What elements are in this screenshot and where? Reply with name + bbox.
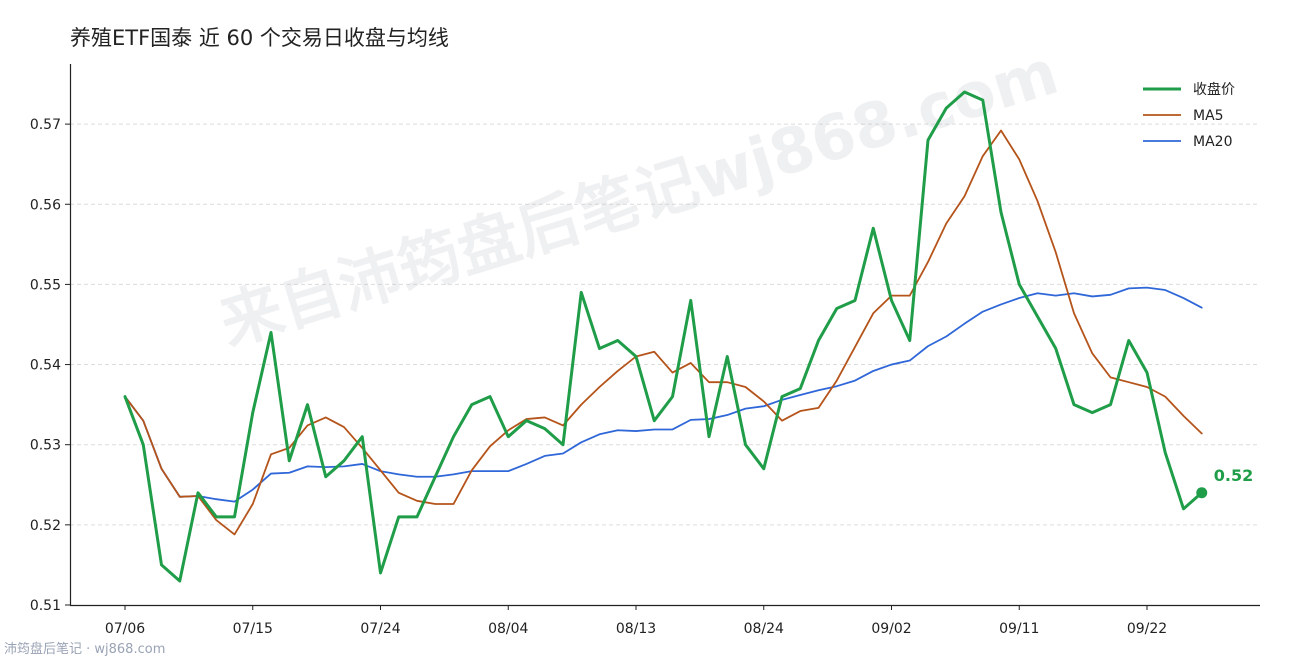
x-tick-label: 07/15 [233,621,273,637]
y-tick-label: 0.52 [30,518,61,534]
y-tick-label: 0.56 [30,197,61,213]
series-line-close [123,90,1204,583]
y-tick-label: 0.51 [30,598,61,614]
y-tick-label: 0.54 [30,358,61,374]
x-tick-label: 07/24 [360,621,400,637]
y-tick-label: 0.53 [30,438,61,454]
footer-credit: 沛筠盘后笔记 · wj868.com [4,641,165,657]
legend-label: 收盘价 [1193,81,1235,98]
legend-label: MA20 [1193,134,1232,150]
series-layer: 0.52 [123,90,1253,583]
series-line-ma5 [124,129,1203,536]
legend: 收盘价 MA5 MA20 [1143,81,1235,150]
x-tick-label: 09/22 [1127,621,1167,637]
watermark-text: 来自沛筠盘后笔记wj868.com [211,35,1066,360]
x-axis-ticks: 07/06 07/15 07/24 08/04 08/13 08/24 09/02 09/11… [105,605,1167,637]
last-point-marker [1196,487,1208,499]
last-point-label: 0.52 [1214,466,1253,485]
y-axis-ticks: 0.51 0.52 0.53 0.54 0.55 0.56 0.57 [30,117,70,614]
x-tick-label: 09/02 [871,621,911,637]
x-tick-label: 09/11 [999,621,1039,637]
y-tick-label: 0.57 [30,117,61,133]
y-tick-label: 0.55 [30,277,61,293]
chart-title: 养殖ETF国泰 近 60 个交易日收盘与均线 [70,26,449,50]
legend-label: MA5 [1193,108,1224,124]
x-tick-label: 08/13 [616,621,656,637]
x-tick-label: 07/06 [105,621,145,637]
series-line-ma20 [124,286,1203,503]
x-tick-label: 08/24 [744,621,784,637]
x-tick-label: 08/04 [488,621,528,637]
